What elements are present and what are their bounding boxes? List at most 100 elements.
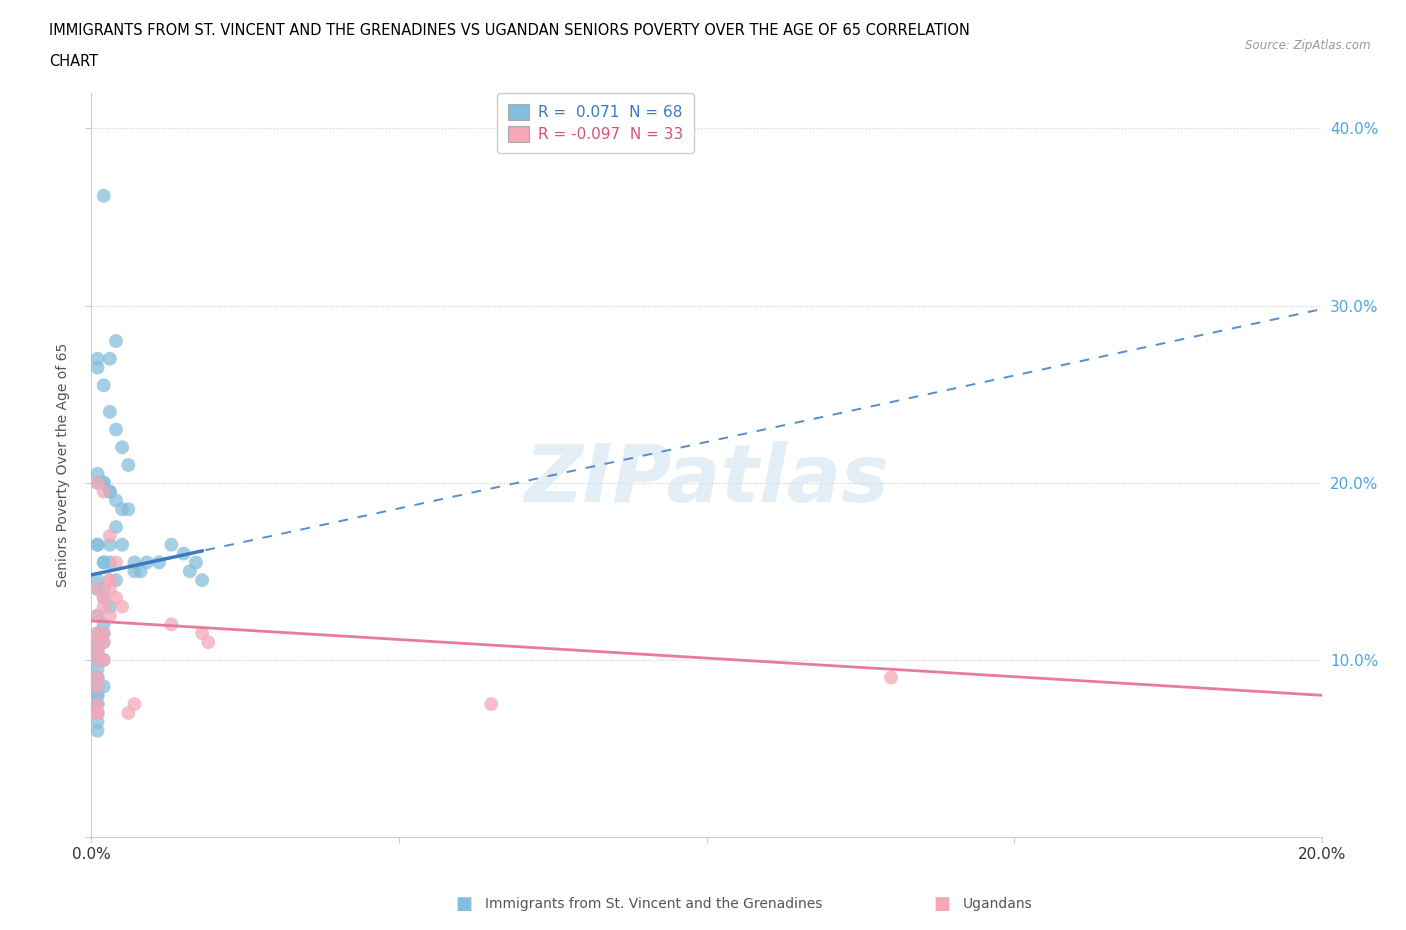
Point (117, 502, 139, 517)
Point (86, 671, 108, 685)
Point (160, 538, 183, 552)
Text: CHART: CHART (49, 54, 98, 69)
Point (184, 555, 207, 570)
Point (117, 458, 139, 472)
Point (148, 555, 170, 570)
Point (93, 475, 115, 490)
Point (479, 697, 502, 711)
Point (93, 378, 115, 392)
Text: Source: ZipAtlas.com: Source: ZipAtlas.com (1246, 39, 1371, 52)
Point (86, 697, 108, 711)
Point (105, 520, 127, 535)
Point (105, 334, 127, 349)
Point (105, 591, 127, 605)
Point (86, 626, 108, 641)
Point (86, 644, 108, 658)
Point (98, 573, 121, 588)
Point (86, 661, 108, 676)
Point (98, 608, 121, 623)
Point (86, 679, 108, 694)
Point (86, 706, 108, 721)
Point (98, 599, 121, 614)
Point (111, 440, 134, 455)
Point (880, 671, 903, 685)
Point (129, 564, 152, 578)
Point (86, 352, 108, 366)
Point (86, 688, 108, 703)
Point (93, 188, 115, 203)
Point (86, 608, 108, 623)
Point (124, 555, 146, 570)
Point (86, 538, 108, 552)
Point (105, 422, 127, 437)
Point (86, 679, 108, 694)
Point (86, 360, 108, 375)
Text: IMMIGRANTS FROM ST. VINCENT AND THE GRENADINES VS UGANDAN SENIORS POVERTY OVER T: IMMIGRANTS FROM ST. VINCENT AND THE GREN… (49, 23, 970, 38)
Point (86, 679, 108, 694)
Point (93, 475, 115, 490)
Point (86, 671, 108, 685)
Text: ■: ■ (456, 895, 472, 913)
Point (191, 573, 214, 588)
Point (93, 591, 115, 605)
Point (86, 581, 108, 596)
Point (191, 626, 214, 641)
Point (86, 475, 108, 490)
Point (93, 599, 115, 614)
Point (93, 485, 115, 499)
Point (86, 706, 108, 721)
Point (111, 538, 134, 552)
Point (124, 697, 146, 711)
Point (86, 475, 108, 490)
Point (86, 724, 108, 738)
Point (105, 555, 127, 570)
Point (86, 608, 108, 623)
Point (98, 581, 121, 596)
Point (93, 581, 115, 596)
Point (86, 653, 108, 668)
Point (93, 626, 115, 641)
Point (86, 688, 108, 703)
Text: ZIPatlas: ZIPatlas (524, 441, 889, 519)
Point (160, 617, 183, 631)
Point (93, 555, 115, 570)
Point (111, 599, 134, 614)
Point (117, 706, 139, 721)
Point (98, 573, 121, 588)
Point (93, 617, 115, 631)
Point (98, 405, 121, 419)
Point (197, 634, 219, 649)
Point (124, 564, 146, 578)
Point (86, 581, 108, 596)
Point (86, 634, 108, 649)
Point (93, 653, 115, 668)
Point (93, 679, 115, 694)
Point (93, 634, 115, 649)
Point (135, 555, 157, 570)
Text: Ugandans: Ugandans (963, 897, 1033, 911)
Y-axis label: Seniors Poverty Over the Age of 65: Seniors Poverty Over the Age of 65 (56, 343, 70, 587)
Point (86, 653, 108, 668)
Point (105, 573, 127, 588)
Point (93, 634, 115, 649)
Point (86, 697, 108, 711)
Point (86, 644, 108, 658)
Point (98, 485, 121, 499)
Point (86, 467, 108, 482)
Legend: R =  0.071  N = 68, R = -0.097  N = 33: R = 0.071 N = 68, R = -0.097 N = 33 (498, 93, 695, 153)
Point (98, 538, 121, 552)
Point (93, 591, 115, 605)
Point (86, 538, 108, 552)
Point (93, 555, 115, 570)
Point (86, 573, 108, 588)
Text: Immigrants from St. Vincent and the Grenadines: Immigrants from St. Vincent and the Gren… (485, 897, 823, 911)
Point (86, 626, 108, 641)
Point (98, 485, 121, 499)
Point (98, 555, 121, 570)
Point (86, 671, 108, 685)
Point (86, 634, 108, 649)
Point (98, 528, 121, 543)
Point (86, 644, 108, 658)
Point (86, 714, 108, 729)
Text: ■: ■ (934, 895, 950, 913)
